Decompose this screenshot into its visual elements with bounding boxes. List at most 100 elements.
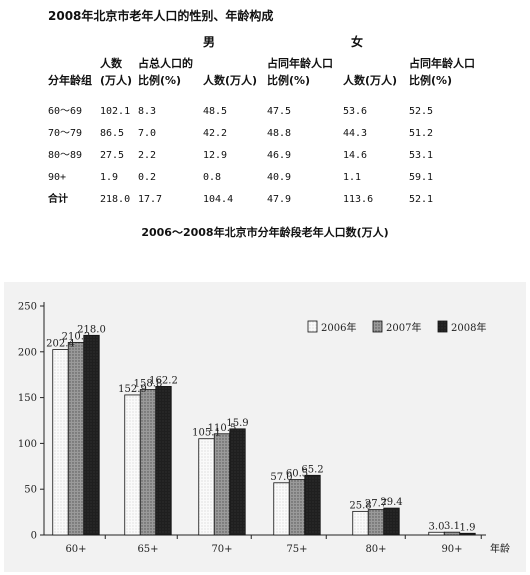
bar xyxy=(367,509,385,536)
data-label: 162.2 xyxy=(149,375,178,386)
cell-male-count: 48.5 xyxy=(203,106,228,117)
cell-share: 2.2 xyxy=(138,150,157,161)
y-tick-label: 200 xyxy=(18,347,37,358)
header-share: 占总人口的 比例(%) xyxy=(138,57,193,87)
header-male-share: 占同年龄人口 比例(%) xyxy=(267,57,333,87)
cell-female-share: 59.1 xyxy=(409,172,434,183)
header-female: 女 xyxy=(351,35,364,49)
cell-female-share: 53.1 xyxy=(409,150,434,161)
bar xyxy=(273,482,290,536)
cell-share: 0.2 xyxy=(138,172,157,183)
cell-female-share: 52.1 xyxy=(409,194,434,205)
table-row-total: 合计 218.0 17.7 104.4 47.9 113.6 52.1 xyxy=(46,183,483,205)
cell-male-count: 0.8 xyxy=(203,172,222,183)
data-label: 3.1 xyxy=(444,521,460,532)
bar xyxy=(352,510,369,536)
cell-male-count: 12.9 xyxy=(203,150,228,161)
data-label: 65.2 xyxy=(301,464,323,475)
header-age-group: 分年龄组 xyxy=(48,74,92,87)
cell-share: 7.0 xyxy=(138,128,157,139)
bar xyxy=(288,479,306,536)
data-label: 57.0 xyxy=(270,472,292,483)
x-axis-label: 年龄 xyxy=(490,542,510,555)
cell-male-share: 48.8 xyxy=(267,128,292,139)
cell-male-share: 47.9 xyxy=(267,194,292,205)
cell-female-count: 14.6 xyxy=(343,150,368,161)
cell-female-share: 52.5 xyxy=(409,106,434,117)
header-count: 人数 (万人) xyxy=(100,57,133,87)
bar xyxy=(428,531,445,536)
x-tick-label: 75+ xyxy=(286,544,307,555)
cell-group: 80～89 xyxy=(48,150,83,161)
legend-swatch xyxy=(372,320,383,333)
data-label: 202.4 xyxy=(46,339,75,350)
data-label: 15.9 xyxy=(226,418,248,429)
bar xyxy=(198,438,215,536)
cell-female-count: 1.1 xyxy=(343,172,362,183)
header-female-share: 占同年龄人口 比例(%) xyxy=(409,57,475,87)
bar xyxy=(139,389,157,536)
bar xyxy=(52,349,69,536)
cell-count: 102.1 xyxy=(100,106,131,117)
cell-male-share: 46.9 xyxy=(267,150,292,161)
bar xyxy=(304,474,321,536)
data-label: 105.1 xyxy=(192,428,221,439)
data-label: 158.8 xyxy=(134,379,163,390)
cell-female-count: 53.6 xyxy=(343,106,368,117)
cell-group: 60～69 xyxy=(48,106,83,117)
header-male: 男 xyxy=(203,35,216,49)
data-label: 110.5 xyxy=(208,423,237,434)
cell-group: 90+ xyxy=(48,172,67,183)
data-label: 29.4 xyxy=(380,497,402,508)
bar xyxy=(383,507,400,536)
x-tick-label: 90+ xyxy=(441,544,462,555)
bar xyxy=(443,531,461,536)
table-row: 70～79 86.5 7.0 42.2 48.8 44.3 51.2 xyxy=(46,117,483,139)
legend-swatch xyxy=(437,320,448,333)
cell-female-share: 51.2 xyxy=(409,128,434,139)
y-tick-label: 50 xyxy=(24,485,37,496)
table-row: 80～89 27.5 2.2 12.9 46.9 14.6 53.1 xyxy=(46,139,483,161)
cell-share: 17.7 xyxy=(138,194,163,205)
data-label: 25.8 xyxy=(349,500,371,511)
cell-share: 8.3 xyxy=(138,106,157,117)
cell-count: 86.5 xyxy=(100,128,125,139)
cell-count: 27.5 xyxy=(100,150,125,161)
bar xyxy=(459,532,476,536)
cell-count: 218.0 xyxy=(100,194,131,205)
x-tick-label: 80+ xyxy=(365,544,386,555)
cell-male-share: 47.5 xyxy=(267,106,292,117)
y-tick-label: 0 xyxy=(31,531,37,542)
bar xyxy=(229,428,246,536)
table-row: 90+ 1.9 0.2 0.8 40.9 1.1 59.1 xyxy=(46,161,483,183)
table-row: 60～69 102.1 8.3 48.5 47.5 53.6 52.5 xyxy=(46,95,483,117)
y-tick-label: 250 xyxy=(18,302,37,313)
cell-male-count: 104.4 xyxy=(203,194,234,205)
cell-male-share: 40.9 xyxy=(267,172,292,183)
header-male-count: 人数(万人) xyxy=(203,74,258,87)
y-tick-label: 100 xyxy=(18,439,37,450)
cell-group: 70～79 xyxy=(48,128,83,139)
data-label: 218.0 xyxy=(77,324,106,335)
x-tick-label: 65+ xyxy=(137,544,158,555)
data-label: 152.9 xyxy=(118,384,147,395)
y-tick-label: 150 xyxy=(18,393,37,404)
document-title: 2008年北京市老年人口的性别、年龄构成 xyxy=(48,9,274,23)
cell-female-count: 44.3 xyxy=(343,128,368,139)
chart-title: 2006～2008年北京市分年龄段老年人口数(万人) xyxy=(141,226,389,239)
cell-count: 1.9 xyxy=(100,172,119,183)
cell-male-count: 42.2 xyxy=(203,128,228,139)
data-label: 27.7 xyxy=(365,499,387,510)
x-tick-label: 60+ xyxy=(65,544,86,555)
cell-group: 合计 xyxy=(48,194,68,205)
legend-label: 2007年 xyxy=(386,321,421,334)
x-tick-label: 70+ xyxy=(211,544,232,555)
demographics-table: 分年龄组 人数 (万人) 占总人口的 比例(%) 男 女 人数(万人) 占同年龄… xyxy=(46,33,483,205)
legend-label: 2006年 xyxy=(321,321,356,334)
data-label: 1.9 xyxy=(460,522,476,533)
bar xyxy=(213,433,231,536)
bar xyxy=(83,334,100,536)
header-female-count: 人数(万人) xyxy=(343,74,398,87)
data-label: 210.2 xyxy=(62,331,91,342)
